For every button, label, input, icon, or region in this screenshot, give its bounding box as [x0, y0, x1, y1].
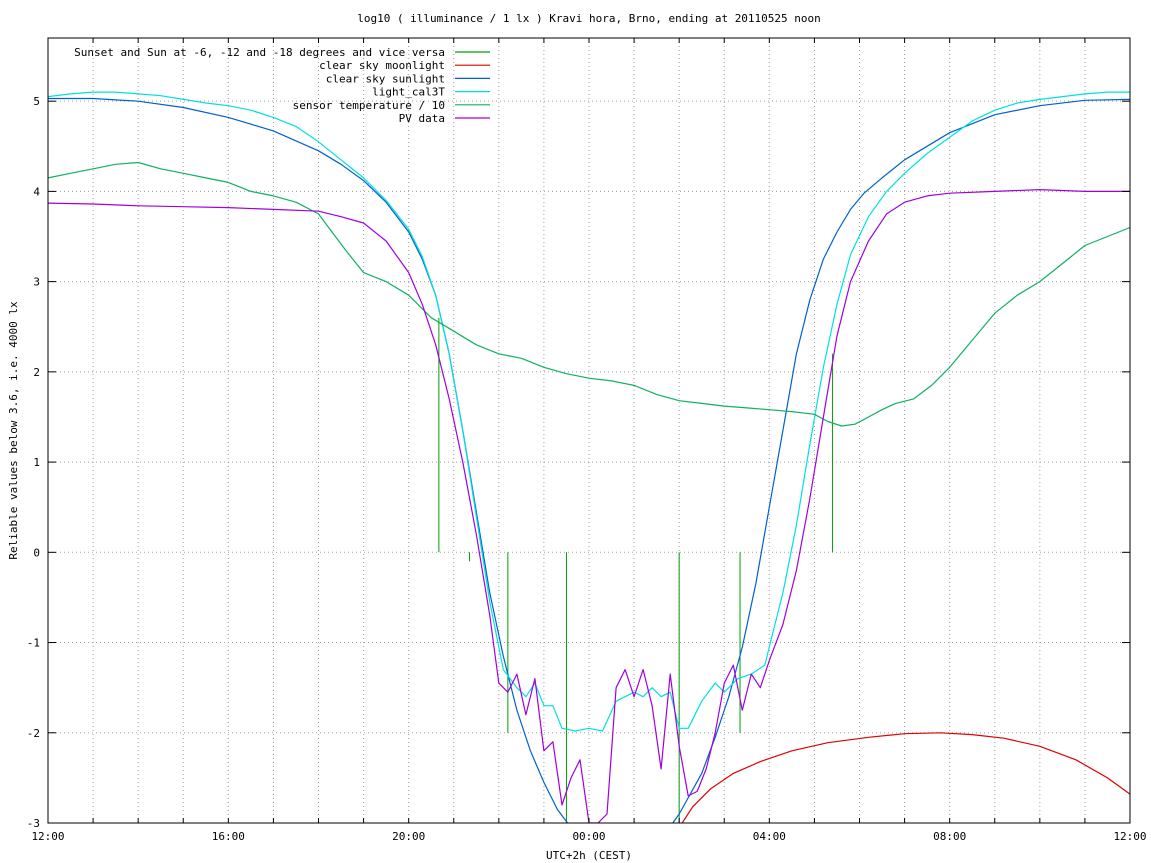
series-2 — [48, 97, 1130, 823]
y-tick-label: 4 — [33, 185, 40, 198]
y-tick-label: 2 — [33, 366, 40, 379]
legend-label: sensor temperature / 10 — [293, 99, 445, 112]
x-tick-label: 04:00 — [753, 830, 786, 843]
legend-label: clear sky moonlight — [319, 59, 445, 72]
series-line — [48, 161, 1130, 427]
series-layer — [48, 91, 1130, 823]
series-4 — [48, 161, 1130, 427]
y-axis-label: Reliable values below 3.6, i.e. 4000 lx — [7, 301, 20, 560]
series-line — [48, 91, 1130, 732]
chart-title: log10 ( illuminance / 1 lx ) Kravi hora,… — [357, 12, 821, 25]
legend-label: PV data — [399, 112, 445, 125]
y-tick-label: 1 — [33, 456, 40, 469]
x-tick-label: 16:00 — [212, 830, 245, 843]
series-line — [681, 732, 1130, 823]
legend: Sunset and Sun at -6, -12 and -18 degree… — [74, 46, 490, 125]
x-tick-label: 12:00 — [31, 830, 64, 843]
series-1 — [681, 732, 1130, 823]
x-tick-label: 12:00 — [1113, 830, 1146, 843]
legend-label: Sunset and Sun at -6, -12 and -18 degree… — [74, 46, 445, 59]
series-5 — [48, 189, 1130, 823]
legend-label: light_cal3T — [372, 86, 445, 99]
x-tick-label: 00:00 — [572, 830, 605, 843]
y-tick-label: -3 — [27, 817, 40, 830]
y-tick-label: 0 — [33, 546, 40, 559]
y-tick-label: 5 — [33, 95, 40, 108]
series-0 — [438, 317, 833, 823]
x-tick-label: 20:00 — [392, 830, 425, 843]
x-tick-label: 08:00 — [933, 830, 966, 843]
grid — [48, 38, 1130, 823]
axis-ticks: 12:00 16:00 20:00 00:00 04:00 08:00 12:00-3-2-… — [27, 38, 1147, 843]
y-tick-label: -1 — [27, 637, 40, 650]
series-3 — [48, 91, 1130, 732]
series-line — [48, 189, 1130, 823]
x-axis-label: UTC+2h (CEST) — [546, 849, 632, 862]
legend-label: clear sky sunlight — [326, 72, 445, 85]
y-tick-label: 3 — [33, 276, 40, 289]
y-tick-label: -2 — [27, 727, 40, 740]
series-line — [48, 97, 1130, 823]
